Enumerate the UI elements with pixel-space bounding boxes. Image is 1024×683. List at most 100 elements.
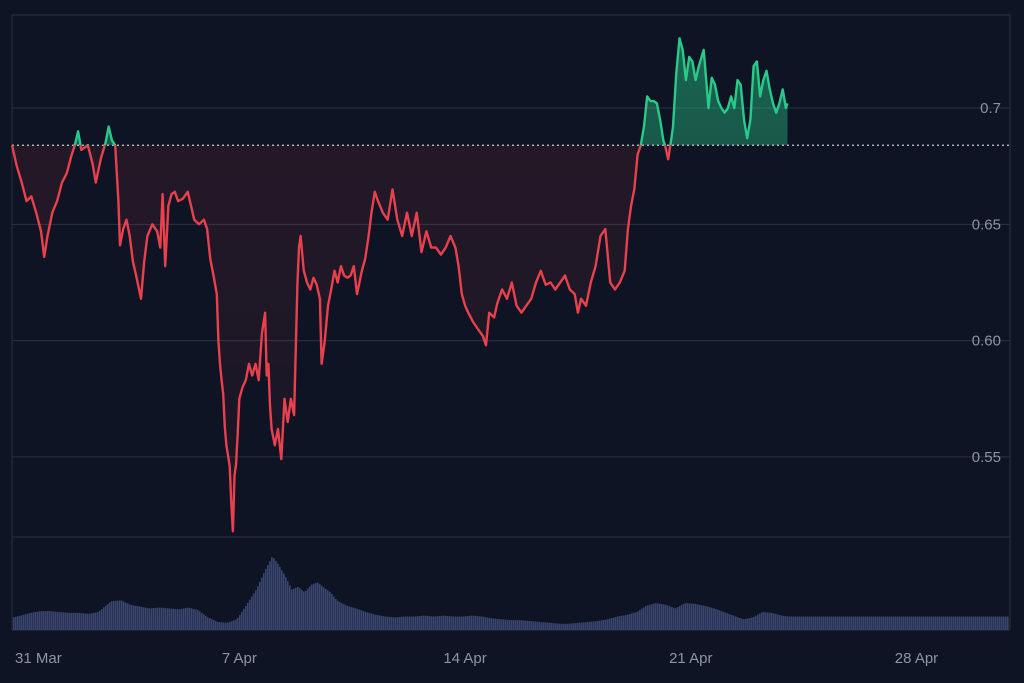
volume-bar	[221, 622, 223, 630]
volume-bar	[31, 612, 33, 630]
volume-bar	[505, 619, 507, 630]
volume-bar	[657, 603, 659, 630]
volume-bar	[59, 612, 61, 630]
volume-bar	[855, 616, 857, 630]
volume-bar	[277, 563, 279, 630]
volume-bar	[575, 623, 577, 630]
volume-bar	[139, 606, 141, 630]
volume-bar	[437, 616, 439, 630]
volume-bar	[355, 608, 357, 630]
volume-bar	[743, 619, 745, 630]
volume-bar	[559, 623, 561, 630]
volume-bar	[17, 616, 19, 630]
volume-bar	[87, 613, 89, 630]
volume-bar	[325, 588, 327, 630]
volume-bar	[837, 616, 839, 630]
volume-bar	[845, 616, 847, 630]
volume-bar	[635, 612, 637, 630]
volume-bar	[441, 615, 443, 630]
volume-bar	[475, 615, 477, 630]
volume-bar	[41, 611, 43, 630]
volume-bar	[295, 587, 297, 630]
volume-bar	[697, 604, 699, 630]
volume-bar	[419, 615, 421, 630]
volume-bar	[925, 616, 927, 630]
volume-bar	[799, 616, 801, 630]
volume-bar	[565, 623, 567, 630]
volume-bar	[733, 615, 735, 630]
volume-bar	[69, 612, 71, 630]
volume-bar	[25, 614, 27, 630]
volume-bar	[265, 569, 267, 630]
volume-bar	[721, 611, 723, 630]
volume-bar	[213, 620, 215, 630]
volume-bar	[225, 622, 227, 630]
y-tick-label: 0.7	[980, 100, 1001, 117]
y-axis: 0.55 0.60 0.65 0.7	[972, 100, 1001, 466]
volume-bar	[199, 611, 201, 630]
volume-bar	[649, 604, 651, 630]
volume-bar	[123, 601, 125, 630]
volume-bar	[243, 608, 245, 630]
volume-bar	[509, 619, 511, 630]
volume-bar	[287, 581, 289, 630]
volume-bar	[893, 616, 895, 630]
volume-bar	[555, 623, 557, 630]
volume-bar	[945, 616, 947, 630]
volume-bar	[829, 616, 831, 630]
price-area	[12, 38, 788, 532]
volume-bar	[427, 615, 429, 630]
volume-bar	[919, 616, 921, 630]
volume-bar	[413, 616, 415, 630]
volume-bar	[117, 600, 119, 630]
volume-bar	[177, 609, 179, 630]
volume-bar	[1007, 616, 1009, 630]
volume-bar	[163, 607, 165, 630]
volume-bar	[885, 616, 887, 630]
volume-bar	[969, 616, 971, 630]
volume-bar	[681, 604, 683, 630]
y-tick-label: 0.60	[972, 333, 1001, 350]
volume-bar	[233, 620, 235, 630]
volume-bar	[917, 616, 919, 630]
volume-bar	[81, 613, 83, 630]
x-tick-label: 14 Apr	[443, 650, 486, 667]
volume-bar	[461, 616, 463, 630]
volume-bar	[531, 621, 533, 630]
volume-bar	[357, 608, 359, 630]
volume-bar	[229, 621, 231, 630]
volume-bar	[911, 616, 913, 630]
volume-bar	[43, 611, 45, 630]
volume-bar	[593, 621, 595, 630]
volume-bar	[995, 616, 997, 630]
volume-bar	[769, 612, 771, 630]
volume-bar	[937, 616, 939, 630]
volume-bar	[853, 616, 855, 630]
volume-bar	[249, 599, 251, 630]
volume-bar	[545, 622, 547, 630]
volume-bar	[383, 616, 385, 630]
volume-bar	[395, 617, 397, 630]
volume-bar	[977, 616, 979, 630]
volume-bar	[591, 621, 593, 630]
volume-bar	[619, 616, 621, 630]
volume-bar	[251, 596, 253, 630]
volume-bar	[481, 616, 483, 630]
volume-bar	[991, 616, 993, 630]
volume-bar	[557, 623, 559, 630]
volume-bar	[581, 622, 583, 630]
volume-bar	[951, 616, 953, 630]
volume-bar	[299, 588, 301, 630]
volume-bar	[527, 620, 529, 630]
volume-bar	[981, 616, 983, 630]
volume-bar	[997, 616, 999, 630]
volume-bar	[831, 616, 833, 630]
volume-bar	[217, 621, 219, 630]
volume-bar	[51, 611, 53, 630]
volume-bar	[677, 607, 679, 630]
volume-bar	[999, 616, 1001, 630]
volume-bar	[501, 619, 503, 630]
volume-bar	[23, 614, 25, 630]
x-tick-label: 7 Apr	[222, 650, 257, 667]
volume-bar	[361, 610, 363, 630]
